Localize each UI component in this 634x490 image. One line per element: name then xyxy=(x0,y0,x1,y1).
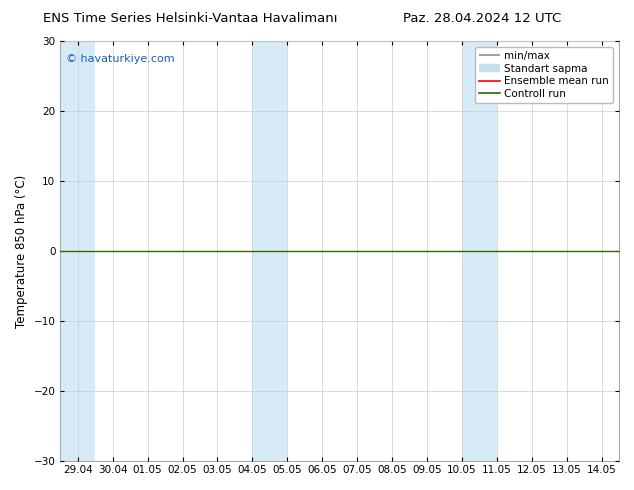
Text: ENS Time Series Helsinki-Vantaa Havalimanı: ENS Time Series Helsinki-Vantaa Havalima… xyxy=(43,12,337,25)
Bar xyxy=(252,41,287,461)
Bar xyxy=(462,41,497,461)
Bar xyxy=(60,41,95,461)
Text: © havaturkiye.com: © havaturkiye.com xyxy=(66,53,174,64)
Legend: min/max, Standart sapma, Ensemble mean run, Controll run: min/max, Standart sapma, Ensemble mean r… xyxy=(475,47,612,103)
Y-axis label: Temperature 850 hPa (°C): Temperature 850 hPa (°C) xyxy=(15,174,28,328)
Text: Paz. 28.04.2024 12 UTC: Paz. 28.04.2024 12 UTC xyxy=(403,12,561,25)
